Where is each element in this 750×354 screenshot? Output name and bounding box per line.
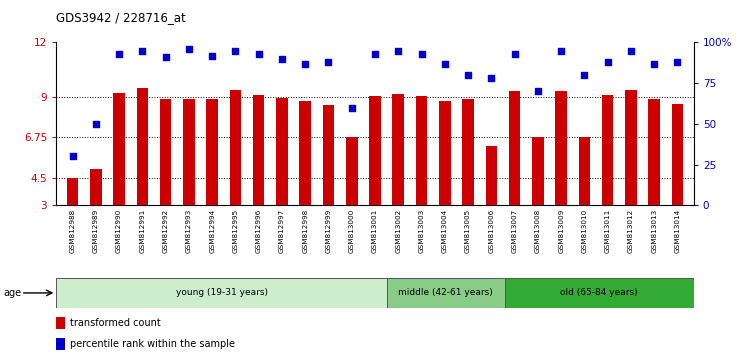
- Point: [532, 88, 544, 94]
- Text: GSM812999: GSM812999: [326, 209, 332, 253]
- Text: percentile rank within the sample: percentile rank within the sample: [70, 339, 236, 349]
- Text: age: age: [4, 288, 22, 298]
- Point: [509, 51, 520, 57]
- Text: GSM813009: GSM813009: [558, 209, 564, 253]
- Point: [253, 51, 265, 57]
- Point: [578, 72, 590, 78]
- Point: [183, 46, 195, 52]
- Text: GSM812988: GSM812988: [70, 209, 76, 253]
- Point: [160, 54, 172, 60]
- Text: GSM812994: GSM812994: [209, 209, 215, 253]
- Bar: [90, 169, 101, 205]
- Bar: [56, 318, 64, 329]
- Bar: [136, 88, 148, 205]
- Bar: [555, 91, 567, 205]
- Text: GSM812995: GSM812995: [232, 209, 238, 253]
- Bar: [346, 137, 358, 205]
- Text: GSM812991: GSM812991: [140, 209, 146, 253]
- Bar: [206, 99, 218, 205]
- Text: GSM813008: GSM813008: [535, 209, 541, 253]
- Bar: [416, 96, 428, 205]
- Text: middle (42-61 years): middle (42-61 years): [398, 289, 494, 297]
- Text: GSM812998: GSM812998: [302, 209, 308, 253]
- Point: [322, 59, 334, 65]
- Bar: [649, 99, 660, 205]
- Text: GSM813004: GSM813004: [442, 209, 448, 253]
- Point: [462, 72, 474, 78]
- FancyBboxPatch shape: [505, 278, 694, 308]
- Point: [369, 51, 381, 57]
- Text: transformed count: transformed count: [70, 318, 161, 329]
- Bar: [672, 104, 683, 205]
- Bar: [509, 91, 520, 205]
- Text: GSM812989: GSM812989: [93, 209, 99, 253]
- Text: GSM812992: GSM812992: [163, 209, 169, 253]
- FancyBboxPatch shape: [387, 278, 505, 308]
- Text: GSM812993: GSM812993: [186, 209, 192, 253]
- Point: [392, 48, 404, 53]
- Text: GSM813006: GSM813006: [488, 209, 494, 253]
- Text: GSM813002: GSM813002: [395, 209, 401, 253]
- Bar: [299, 101, 311, 205]
- FancyBboxPatch shape: [56, 278, 387, 308]
- Point: [113, 51, 125, 57]
- Bar: [253, 95, 265, 205]
- Point: [67, 154, 79, 159]
- Point: [136, 48, 148, 53]
- Text: GSM812997: GSM812997: [279, 209, 285, 253]
- Bar: [392, 94, 404, 205]
- Point: [602, 59, 613, 65]
- Point: [485, 75, 497, 81]
- Text: GSM812996: GSM812996: [256, 209, 262, 253]
- Text: GSM813011: GSM813011: [604, 209, 610, 253]
- Bar: [462, 99, 474, 205]
- Bar: [485, 145, 497, 205]
- Point: [416, 51, 428, 57]
- Text: old (65-84 years): old (65-84 years): [560, 289, 638, 297]
- Point: [625, 48, 637, 53]
- Point: [276, 56, 288, 62]
- Text: GSM813010: GSM813010: [581, 209, 587, 253]
- Point: [671, 59, 683, 65]
- Point: [230, 48, 242, 53]
- Bar: [67, 178, 78, 205]
- Bar: [276, 98, 288, 205]
- Text: GDS3942 / 228716_at: GDS3942 / 228716_at: [56, 11, 186, 24]
- Bar: [369, 96, 381, 205]
- Text: GSM813003: GSM813003: [419, 209, 424, 253]
- Point: [555, 48, 567, 53]
- Point: [346, 105, 358, 110]
- Point: [648, 61, 660, 67]
- Text: young (19-31 years): young (19-31 years): [176, 289, 268, 297]
- Bar: [578, 137, 590, 205]
- Bar: [322, 105, 334, 205]
- Bar: [439, 101, 451, 205]
- Bar: [160, 99, 172, 205]
- Bar: [230, 90, 242, 205]
- Text: GSM813000: GSM813000: [349, 209, 355, 253]
- Text: GSM813014: GSM813014: [674, 209, 680, 253]
- Text: GSM813005: GSM813005: [465, 209, 471, 253]
- Text: GSM813007: GSM813007: [512, 209, 518, 253]
- Point: [206, 53, 218, 58]
- Point: [299, 61, 311, 67]
- Bar: [602, 95, 613, 205]
- Point: [90, 121, 102, 127]
- Bar: [113, 93, 125, 205]
- Text: GSM813013: GSM813013: [651, 209, 657, 253]
- Bar: [183, 99, 195, 205]
- Bar: [532, 137, 544, 205]
- Text: GSM813001: GSM813001: [372, 209, 378, 253]
- Point: [439, 61, 451, 67]
- Text: GSM813012: GSM813012: [628, 209, 634, 253]
- Bar: [625, 90, 637, 205]
- Text: GSM812990: GSM812990: [116, 209, 122, 253]
- Bar: [56, 338, 64, 350]
